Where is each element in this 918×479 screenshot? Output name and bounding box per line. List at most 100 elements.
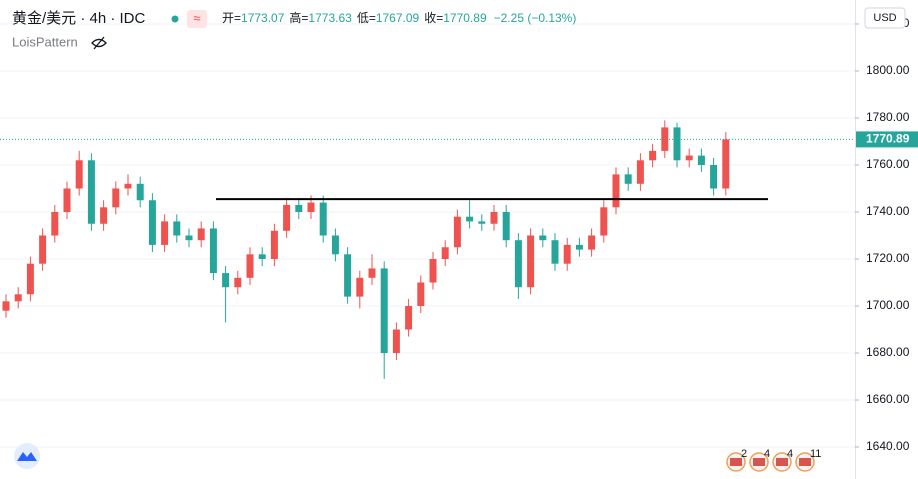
- candle-body: [26, 263, 34, 295]
- candle-body: [539, 235, 547, 241]
- ohlc-label: 低=: [357, 11, 376, 25]
- event-flag-stripe: [730, 458, 742, 466]
- ohlc-value: 1773.63: [308, 11, 352, 25]
- candle-body: [368, 268, 376, 278]
- last-price-badge: [856, 131, 918, 148]
- candle-body: [697, 155, 705, 165]
- currency-box[interactable]: [864, 7, 906, 29]
- candle-body: [295, 204, 303, 213]
- candle-body: [14, 294, 22, 302]
- event-count: 4: [787, 448, 793, 460]
- candle-body: [2, 301, 10, 311]
- ohlc-value: 1770.89: [443, 11, 487, 25]
- candle-body: [527, 235, 535, 288]
- candle-body: [636, 160, 644, 184]
- y-tick-label: 1780.00: [866, 110, 910, 124]
- candle-body: [307, 202, 315, 213]
- events: 2 4 4 11: [726, 448, 821, 472]
- candle-body: [563, 244, 571, 264]
- y-tick-label: 1760.00: [866, 157, 910, 171]
- candle-body: [331, 235, 339, 255]
- ohlc-change: −2.25 (−0.13%): [494, 11, 577, 25]
- candle-body: [246, 254, 254, 278]
- event-flag-stripe: [776, 458, 788, 466]
- event-count: 11: [810, 448, 821, 460]
- candle-body: [51, 212, 59, 236]
- event-flag-stripe: [753, 458, 765, 466]
- candle-body: [722, 139, 730, 189]
- candle-body: [234, 277, 242, 288]
- indicator-name[interactable]: LoisPattern: [12, 34, 78, 49]
- y-tick-label: 1640.00: [866, 439, 910, 453]
- candle-body: [661, 127, 669, 151]
- candle-body: [173, 221, 181, 236]
- y-tick-label: 1680.00: [866, 345, 910, 359]
- candle-body: [453, 216, 461, 248]
- candle-body: [478, 221, 486, 224]
- event-count: 4: [764, 448, 770, 460]
- ohlc-legend: 开= 1773.07 高= 1773.63 低= 1767.09 收= 1770.89 −2.2…: [222, 10, 576, 25]
- ohlc-label: 高=: [289, 10, 308, 25]
- candle-body: [502, 212, 510, 241]
- candle-body: [405, 306, 413, 330]
- price-axis: 1640.00 1660.00 1680.00 1700.00 1720.00 1740.…: [855, 16, 918, 453]
- candle-body: [551, 240, 559, 264]
- ohlc-value: 1773.07: [241, 11, 285, 25]
- candle-body: [380, 268, 388, 354]
- candle-body: [649, 150, 657, 161]
- candle-body: [63, 188, 71, 213]
- y-tick-label: 1700.00: [866, 298, 910, 312]
- logo-mark: [17, 452, 37, 461]
- candle-body: [490, 212, 498, 224]
- candle-body: [417, 282, 425, 307]
- candle-body: [344, 254, 352, 297]
- candle-body: [75, 160, 83, 189]
- event-flag-stripe: [799, 458, 811, 466]
- candle-body: [429, 259, 437, 283]
- plot: [0, 120, 855, 379]
- candle-body: [148, 200, 156, 245]
- candle-body: [222, 273, 230, 288]
- candle-body: [392, 329, 400, 354]
- candle-body: [319, 202, 327, 236]
- candle-body: [575, 244, 583, 250]
- candle-body: [600, 207, 608, 236]
- candle-body: [356, 277, 364, 297]
- candle-body: [612, 174, 620, 208]
- candle-body: [466, 216, 474, 222]
- candle-body: [209, 228, 217, 274]
- ohlc-label: 收=: [424, 11, 443, 25]
- candle-body: [283, 204, 291, 231]
- status-badge: [187, 10, 207, 28]
- candle-body: [258, 254, 266, 260]
- y-tick-label: 1800.00: [866, 63, 910, 77]
- tv-logo[interactable]: [14, 443, 40, 469]
- symbol[interactable]: 黄金/美元 · 4h · IDC: [12, 10, 146, 27]
- visibility-icon[interactable]: [91, 36, 107, 50]
- candle-body: [100, 207, 108, 224]
- currency: USD: [873, 12, 896, 24]
- candle-body: [185, 235, 193, 241]
- status-dot: [171, 15, 179, 23]
- candle-body: [136, 183, 144, 201]
- candle-body: [710, 164, 718, 189]
- candle-body: [685, 155, 693, 161]
- candle-body: [270, 230, 278, 260]
- candle-body: [441, 247, 449, 260]
- status-icon: ≈: [193, 10, 200, 25]
- candle-body: [161, 221, 169, 245]
- candle-body: [197, 228, 205, 241]
- candle-body: [624, 174, 632, 184]
- candle-body: [673, 127, 681, 161]
- eye-slash: [93, 36, 105, 50]
- candle-body: [39, 235, 47, 264]
- y-tick-label: 1660.00: [866, 392, 910, 406]
- ohlc-value: 1767.09: [376, 11, 420, 25]
- event-count: 2: [741, 448, 747, 460]
- y-tick-label: 1740.00: [866, 204, 910, 218]
- y-tick-label: 1720.00: [866, 251, 910, 265]
- logo-bg: [14, 443, 40, 469]
- last-price-label: 1770.89: [866, 132, 910, 146]
- ohlc-label: 开=: [222, 11, 241, 25]
